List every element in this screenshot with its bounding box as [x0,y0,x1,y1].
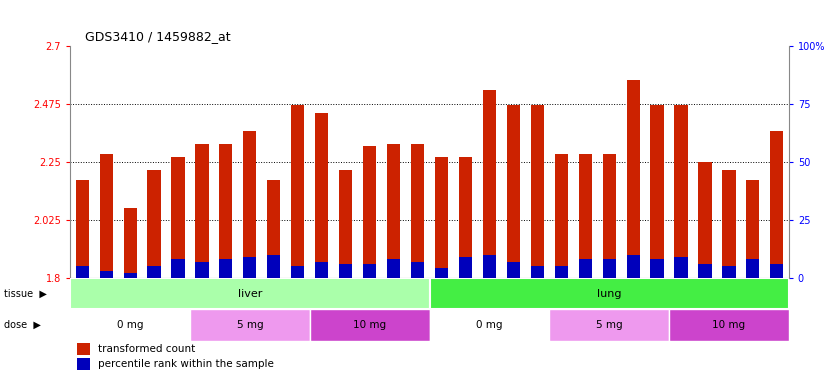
Bar [100,154,112,278]
Bar [100,271,112,278]
Bar [70,278,430,309]
Bar [124,208,136,278]
Bar [549,309,669,341]
Bar [627,79,639,278]
Bar [579,259,591,278]
Bar [675,105,687,278]
Bar [172,259,184,278]
Bar [430,309,549,341]
Bar [339,170,352,278]
Bar [627,255,639,278]
Bar [747,259,759,278]
Bar [507,105,520,278]
Bar [579,154,591,278]
Bar [292,105,304,278]
Text: lung: lung [597,288,621,298]
Bar [675,257,687,278]
Text: 0 mg: 0 mg [116,320,144,330]
Bar [78,343,90,355]
Text: 10 mg: 10 mg [712,320,746,330]
Bar [190,309,310,341]
Bar [363,146,376,278]
Bar [723,170,735,278]
Bar [220,259,232,278]
Bar [316,113,328,278]
Bar [603,154,615,278]
Bar [339,264,352,278]
Bar [411,262,424,278]
Bar [483,255,496,278]
Bar [363,264,376,278]
Bar [387,259,400,278]
Bar [310,309,430,341]
Text: GDS3410 / 1459882_at: GDS3410 / 1459882_at [84,30,230,43]
Bar [244,131,256,278]
Text: liver: liver [238,288,262,298]
Bar [76,266,88,278]
Bar [220,144,232,278]
Bar [555,266,567,278]
Bar [387,144,400,278]
Text: transformed count: transformed count [97,344,195,354]
Bar [292,266,304,278]
Text: 0 mg: 0 mg [476,320,503,330]
Bar [459,157,472,278]
Bar [78,358,90,370]
Bar [651,259,663,278]
Text: dose  ▶: dose ▶ [4,320,41,330]
Bar [531,105,544,278]
Bar [699,264,711,278]
Bar [459,257,472,278]
Bar [435,268,448,278]
Bar [555,154,567,278]
Bar [603,259,615,278]
Bar [747,180,759,278]
Bar [430,278,789,309]
Text: 5 mg: 5 mg [236,320,263,330]
Bar [196,262,208,278]
Bar [268,180,280,278]
Bar [771,264,783,278]
Bar [148,266,160,278]
Text: 10 mg: 10 mg [353,320,387,330]
Text: 5 mg: 5 mg [596,320,623,330]
Bar [76,180,88,278]
Bar [124,273,136,278]
Bar [148,170,160,278]
Bar [723,266,735,278]
Bar [771,131,783,278]
Bar [669,309,789,341]
Bar [435,157,448,278]
Text: percentile rank within the sample: percentile rank within the sample [97,359,273,369]
Bar [268,255,280,278]
Bar [244,257,256,278]
Bar [531,266,544,278]
Bar [196,144,208,278]
Bar [172,157,184,278]
Bar [411,144,424,278]
Bar [651,105,663,278]
Bar [507,262,520,278]
Bar [699,162,711,278]
Bar [70,309,190,341]
Text: tissue  ▶: tissue ▶ [4,288,47,298]
Bar [483,90,496,278]
Bar [316,262,328,278]
